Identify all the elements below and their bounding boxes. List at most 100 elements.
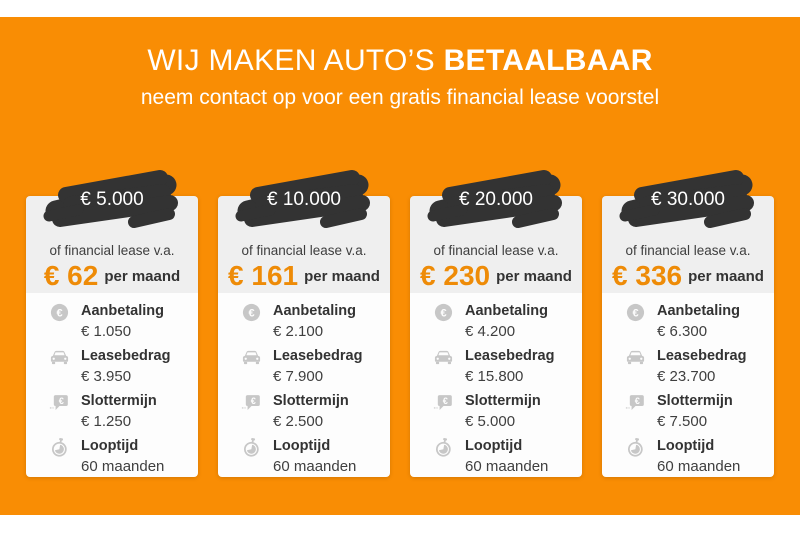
detail-text: Slottermijn € 5.000: [465, 392, 541, 432]
detail-text: Leasebedrag € 23.700: [657, 347, 746, 387]
detail-list: € Aanbetaling € 2.100 Leasebedrag € 7.90…: [218, 293, 390, 477]
monthly-price: € 230: [420, 260, 491, 291]
detail-row: € Aanbetaling € 1.050: [49, 302, 190, 342]
detail-row: € Slottermijn € 5.000: [433, 392, 574, 432]
detail-row: Looptijd 60 maanden: [49, 437, 190, 477]
detail-text: Looptijd 60 maanden: [465, 437, 548, 477]
detail-row: € Aanbetaling € 6.300: [625, 302, 766, 342]
card-header: € 5.000 of financial lease v.a. € 62 per …: [26, 170, 198, 293]
stopwatch-icon: [241, 437, 262, 458]
svg-text:€: €: [440, 307, 446, 319]
detail-text: Aanbetaling € 4.200: [465, 302, 548, 342]
detail-value: € 1.250: [81, 413, 132, 430]
detail-row: € Aanbetaling € 2.100: [241, 302, 382, 342]
detail-value: € 2.500: [273, 413, 324, 430]
detail-row: Leasebedrag € 7.900: [241, 347, 382, 387]
detail-value: € 6.300: [657, 323, 708, 340]
detail-label: Leasebedrag: [273, 348, 363, 364]
title-bold: BETAALBAAR: [443, 44, 653, 77]
lease-card: € 10.000 of financial lease v.a. € 161 pe…: [218, 170, 390, 477]
car-icon: [433, 347, 454, 368]
detail-value: € 3.950: [81, 368, 132, 385]
detail-label: Looptijd: [465, 438, 523, 454]
monthly-price-line: € 230 per maand: [410, 260, 582, 292]
orange-banner: WIJ MAKEN AUTO’S BETAALBAAR neem contact…: [0, 17, 800, 515]
detail-value: € 4.200: [465, 323, 516, 340]
lease-card: € 20.000 of financial lease v.a. € 230 pe…: [410, 170, 582, 477]
detail-text: Leasebedrag € 7.900: [273, 347, 362, 387]
detail-value: € 7.900: [273, 368, 324, 385]
svg-text:€: €: [635, 396, 640, 406]
monthly-price: € 336: [612, 260, 683, 291]
lease-prefix: of financial lease v.a.: [49, 243, 175, 258]
detail-label: Looptijd: [657, 438, 715, 454]
detail-label: Aanbetaling: [657, 303, 740, 319]
euro-coin-icon: €: [241, 302, 262, 323]
euro-coin-icon: €: [625, 302, 646, 323]
detail-text: Slottermijn € 7.500: [657, 392, 733, 432]
detail-text: Aanbetaling € 2.100: [273, 302, 356, 342]
stopwatch-icon: [625, 437, 646, 458]
detail-label: Slottermijn: [465, 393, 541, 409]
svg-text:€: €: [443, 396, 448, 406]
svg-text:€: €: [56, 307, 62, 319]
detail-text: Aanbetaling € 6.300: [657, 302, 740, 342]
lease-card: € 5.000 of financial lease v.a. € 62 per …: [26, 170, 198, 477]
detail-value: € 2.100: [273, 323, 324, 340]
detail-text: Leasebedrag € 15.800: [465, 347, 554, 387]
detail-list: € Aanbetaling € 6.300 Leasebedrag € 23.7…: [602, 293, 774, 477]
stopwatch-icon: [433, 437, 454, 458]
car-icon: [625, 347, 646, 368]
detail-row: € Slottermijn € 1.250: [49, 392, 190, 432]
price-bubble-icon: €: [49, 392, 70, 413]
detail-value: 60 maanden: [273, 458, 357, 475]
detail-label: Slottermijn: [81, 393, 157, 409]
monthly-suffix: per maand: [304, 267, 380, 285]
euro-coin-icon: €: [433, 302, 454, 323]
svg-text:€: €: [59, 396, 64, 406]
monthly-suffix: per maand: [104, 267, 181, 285]
monthly-price: € 161: [228, 260, 299, 291]
detail-label: Looptijd: [81, 438, 139, 454]
detail-label: Slottermijn: [273, 393, 349, 409]
detail-label: Aanbetaling: [81, 303, 164, 319]
monthly-suffix: per maand: [688, 267, 764, 285]
detail-text: Aanbetaling € 1.050: [81, 302, 164, 342]
monthly-price: € 62: [43, 260, 99, 291]
detail-row: € Aanbetaling € 4.200: [433, 302, 574, 342]
monthly-price-line: € 336 per maand: [602, 260, 774, 292]
stopwatch-icon: [49, 437, 70, 458]
detail-row: € Slottermijn € 2.500: [241, 392, 382, 432]
detail-text: Slottermijn € 1.250: [81, 392, 157, 432]
card-header: € 30.000 of financial lease v.a. € 336 pe…: [602, 170, 774, 293]
detail-text: Looptijd 60 maanden: [81, 437, 164, 477]
detail-label: Aanbetaling: [465, 303, 548, 319]
svg-text:€: €: [632, 307, 638, 319]
title-regular: WIJ MAKEN AUTO’S: [147, 44, 435, 77]
euro-coin-icon: €: [49, 302, 70, 323]
detail-label: Leasebedrag: [657, 348, 747, 364]
detail-value: € 23.700: [657, 368, 716, 385]
detail-value: € 1.050: [81, 323, 132, 340]
detail-list: € Aanbetaling € 4.200 Leasebedrag € 15.8…: [410, 293, 582, 477]
svg-text:€: €: [251, 396, 256, 406]
detail-row: Looptijd 60 maanden: [241, 437, 382, 477]
monthly-suffix: per maand: [496, 267, 572, 285]
detail-value: 60 maanden: [465, 458, 549, 475]
detail-text: Slottermijn € 2.500: [273, 392, 349, 432]
lease-card: € 30.000 of financial lease v.a. € 336 pe…: [602, 170, 774, 477]
detail-label: Leasebedrag: [465, 348, 555, 364]
car-icon: [241, 347, 262, 368]
detail-text: Looptijd 60 maanden: [657, 437, 740, 477]
detail-value: € 15.800: [465, 368, 524, 385]
detail-row: € Slottermijn € 7.500: [625, 392, 766, 432]
detail-text: Leasebedrag € 3.950: [81, 347, 170, 387]
lease-prefix: of financial lease v.a.: [433, 243, 559, 258]
detail-row: Leasebedrag € 3.950: [49, 347, 190, 387]
lease-prefix: of financial lease v.a.: [241, 243, 367, 258]
detail-value: € 7.500: [657, 413, 708, 430]
detail-value: € 5.000: [465, 413, 516, 430]
detail-value: 60 maanden: [657, 458, 741, 475]
price-bubble-icon: €: [625, 392, 646, 413]
